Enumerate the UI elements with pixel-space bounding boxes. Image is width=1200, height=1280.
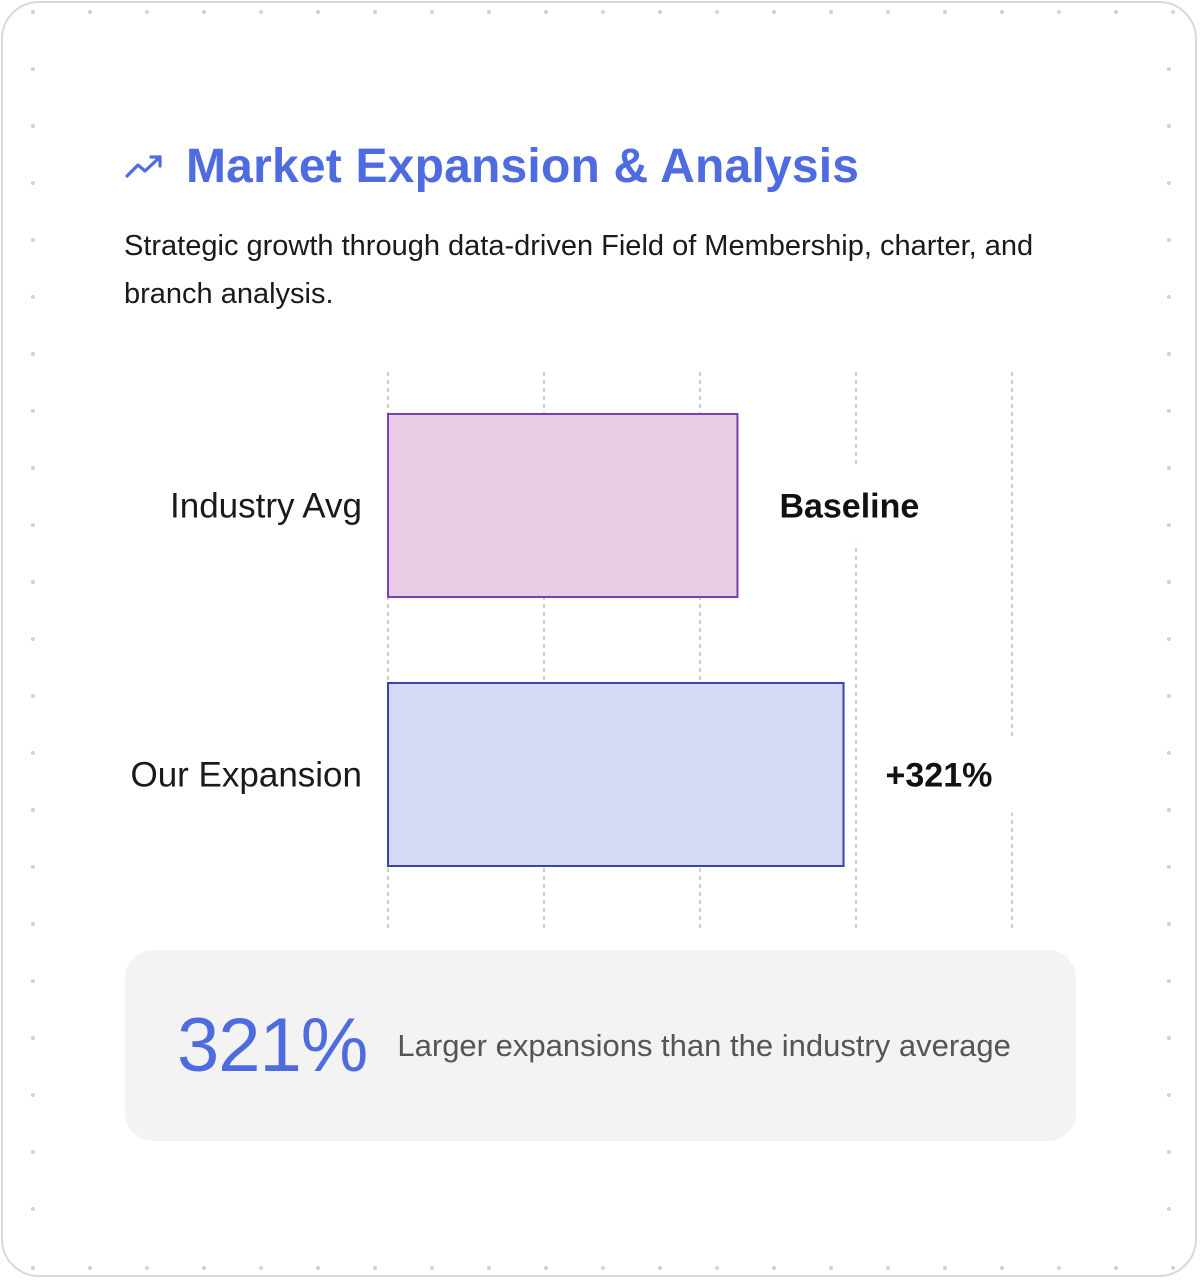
- bar-value-label: +321%: [886, 757, 993, 795]
- category-label: Our Expansion: [130, 756, 362, 795]
- bar-0: [387, 413, 739, 598]
- value-label-background: [759, 467, 910, 544]
- stat-description: Larger expansions than the industry aver…: [397, 1027, 1011, 1063]
- bar-1: [387, 682, 845, 867]
- bar-value-label: Baseline: [779, 488, 919, 526]
- stat-number: 321%: [177, 1002, 368, 1088]
- page-subtitle: Strategic growth through data-driven Fie…: [124, 230, 1034, 310]
- stat-callout: 321% Larger expansions than the industry…: [125, 950, 1076, 1141]
- page-title: Market Expansion & Analysis: [186, 139, 860, 193]
- category-label: Industry Avg: [170, 487, 362, 526]
- title-row: Market Expansion & Analysis: [124, 136, 859, 196]
- trending-up-icon: [124, 146, 164, 186]
- value-label-background: [865, 736, 1016, 813]
